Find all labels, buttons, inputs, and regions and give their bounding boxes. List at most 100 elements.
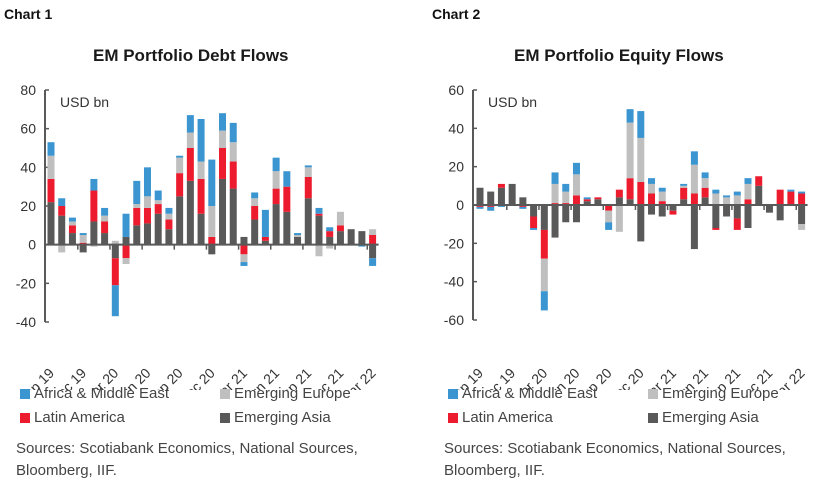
bar-segment-emerging-asia [551, 205, 559, 238]
bar-segment-emerging-asia [283, 211, 291, 245]
chart-1-panel: Chart 1 EM Portfolio Debt Flows 80 60 40 20… [4, 6, 379, 479]
bar-segment-latin-america [122, 244, 130, 259]
y-tick-label: 20 [448, 159, 464, 175]
bar-segment-latin-america [648, 193, 656, 205]
bar-segment-latin-america [798, 193, 806, 205]
bar-segment-emerging-europe [551, 183, 559, 204]
chart-1-sources: Sources: Scotiabank Economics, National … [16, 440, 358, 479]
bar-segment-latin-america [154, 204, 162, 214]
legend-item-latin-america: Latin America [20, 409, 125, 426]
legend-label: Emerging Asia [234, 409, 331, 426]
bar-segment-emerging-asia [272, 204, 280, 245]
bar-segment-emerging-asia [583, 201, 591, 205]
bar-segment-emerging-asia [487, 191, 495, 205]
bar-segment-latin-america [197, 178, 205, 214]
bar-segment-latin-america [68, 225, 76, 234]
bar-segment-africa-me [605, 222, 613, 230]
bar-segment-emerging-europe [208, 206, 216, 237]
legend-item-emerging-europe: Emerging Europe [648, 385, 779, 402]
bar-segment-emerging-asia [690, 205, 698, 250]
bar-segment-emerging-europe [637, 137, 645, 182]
bar-segment-emerging-europe [79, 235, 87, 243]
bar-segment-africa-me [261, 209, 269, 237]
bar-segment-latin-america [712, 228, 720, 230]
bar-segment-emerging-asia [765, 205, 773, 213]
bar-segment-emerging-asia [723, 205, 731, 217]
bar-segment-africa-me [251, 192, 259, 199]
bar-segment-emerging-asia [261, 240, 269, 245]
bar-segment-emerging-asia [197, 213, 205, 245]
bar-segment-emerging-asia [111, 244, 119, 259]
y-unit-label: USD bn [488, 94, 537, 110]
bar-segment-emerging-europe [186, 132, 194, 148]
bar-segment-emerging-asia [776, 205, 784, 221]
bar-segment-latin-america [326, 231, 334, 237]
chart-2-title: EM Portfolio Equity Flows [514, 46, 724, 65]
bar-segment-emerging-europe [101, 215, 109, 222]
bar-segment-emerging-asia [540, 205, 548, 230]
bar-segment-latin-america [219, 148, 227, 179]
bar-segment-latin-america [58, 206, 66, 216]
bar-segment-emerging-europe [176, 157, 184, 174]
bar-segment-latin-america [251, 206, 259, 220]
bar-segment-africa-me [723, 195, 731, 198]
legend-item-latin-america: Latin America [448, 409, 553, 426]
bar-segment-latin-america [626, 178, 634, 200]
bar-segment-emerging-asia [165, 229, 173, 245]
bar-segment-latin-america [744, 199, 752, 205]
bar-segment-emerging-europe [143, 196, 151, 208]
bar-segment-emerging-asia [648, 205, 656, 215]
bar-segment-emerging-europe [240, 254, 248, 263]
bar-segment-emerging-asia [304, 198, 312, 245]
bar-segment-africa-me [369, 258, 377, 266]
bar-segment-emerging-asia [733, 205, 741, 219]
bar-segment-emerging-asia [637, 205, 645, 242]
bar-segment-africa-me [143, 167, 151, 197]
bar-segment-africa-me [240, 262, 248, 266]
bar-segment-emerging-asia [369, 244, 377, 259]
bar-segment-emerging-europe [658, 191, 666, 202]
bar-segment-africa-me [154, 190, 162, 201]
legend-item-africa-me: Africa & Middle East [20, 385, 169, 402]
bar-segment-emerging-europe [304, 167, 312, 177]
bar-segment-latin-america [176, 173, 184, 197]
legend-swatch-latin-america [448, 412, 458, 423]
bar-segment-latin-america [540, 229, 548, 259]
bar-segment-emerging-asia [658, 205, 666, 217]
bar-segment-emerging-europe [733, 195, 741, 205]
y-tick-label: -60 [444, 312, 464, 328]
bar-segment-emerging-europe [744, 183, 752, 200]
bar-segment-latin-america [283, 186, 291, 212]
y-tick-label: 80 [20, 82, 36, 98]
bar-segment-emerging-asia [347, 229, 355, 245]
bar-segment-africa-me [733, 191, 741, 196]
bar-segment-latin-america [165, 219, 173, 230]
bar-segment-emerging-asia [219, 178, 227, 245]
legend-item-africa-me: Africa & Middle East [448, 385, 597, 402]
bar-segment-latin-america [605, 205, 613, 211]
bar-segment-emerging-asia [47, 202, 55, 245]
bar-segment-africa-me [540, 291, 548, 311]
bar-segment-emerging-europe [605, 210, 613, 223]
bar-segment-africa-me [294, 233, 302, 235]
y-tick-label: -20 [16, 275, 36, 291]
bar-segment-emerging-asia [208, 244, 216, 255]
bar-segment-latin-america [101, 221, 109, 234]
bar-segment-emerging-europe [154, 200, 162, 205]
bar-segment-emerging-europe [615, 205, 623, 232]
bar-segment-africa-me [111, 285, 119, 317]
bar-segment-emerging-europe [58, 244, 66, 253]
bar-segment-emerging-europe [219, 130, 227, 148]
bar-segment-emerging-europe [251, 198, 259, 206]
legend-item-emerging-asia: Emerging Asia [220, 409, 331, 426]
bar-segment-emerging-europe [68, 221, 76, 226]
bar-segment-emerging-asia [90, 221, 98, 245]
bar-segment-emerging-asia [594, 199, 602, 205]
bar-segment-emerging-europe [47, 155, 55, 179]
bar-segment-africa-me [787, 189, 795, 192]
bar-segment-africa-me [133, 180, 141, 205]
y-tick-label: -40 [16, 314, 36, 330]
legend-swatch-emerging-asia [220, 412, 230, 423]
bar-segment-emerging-europe [369, 229, 377, 235]
